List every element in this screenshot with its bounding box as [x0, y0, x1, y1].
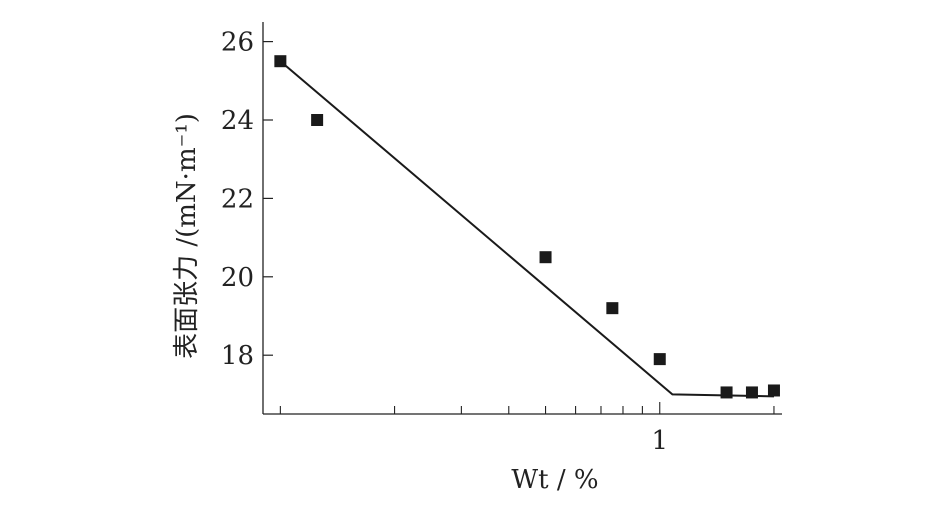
data-point — [606, 302, 619, 315]
fit-line-group — [279, 60, 775, 398]
x-tick-label: 1 — [651, 426, 668, 456]
y-tick-label: 24 — [221, 106, 254, 136]
y-ticks: 18 20 22 24 26 — [221, 28, 273, 371]
fit-line — [279, 60, 775, 398]
data-point — [311, 114, 324, 126]
y-tick-label: 20 — [221, 263, 254, 293]
y-tick-label: 26 — [221, 28, 254, 58]
data-point — [539, 251, 552, 264]
data-point — [720, 386, 733, 399]
y-tick-label: 18 — [221, 341, 254, 371]
data-point — [653, 353, 666, 366]
data-point — [274, 55, 287, 68]
x-axis-label: Wt / % — [511, 465, 598, 495]
y-axis-label: 表面张力 /(mN·m⁻¹) — [172, 113, 202, 359]
x-ticks: 1 — [279, 402, 775, 456]
data-point — [745, 386, 758, 399]
data-points — [274, 55, 780, 399]
data-point — [767, 384, 780, 397]
axes — [262, 22, 782, 415]
y-tick-label: 22 — [221, 184, 254, 214]
